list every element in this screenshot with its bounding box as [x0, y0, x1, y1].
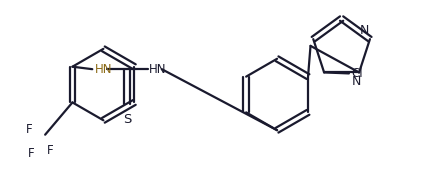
Text: S: S [123, 113, 131, 126]
Text: HN: HN [95, 63, 112, 76]
Text: F: F [28, 147, 35, 160]
Text: N: N [352, 75, 361, 88]
Text: F: F [26, 123, 32, 136]
Text: F: F [47, 144, 53, 157]
Text: N: N [359, 24, 368, 37]
Text: HN: HN [150, 63, 167, 76]
Text: Cl: Cl [352, 67, 363, 80]
